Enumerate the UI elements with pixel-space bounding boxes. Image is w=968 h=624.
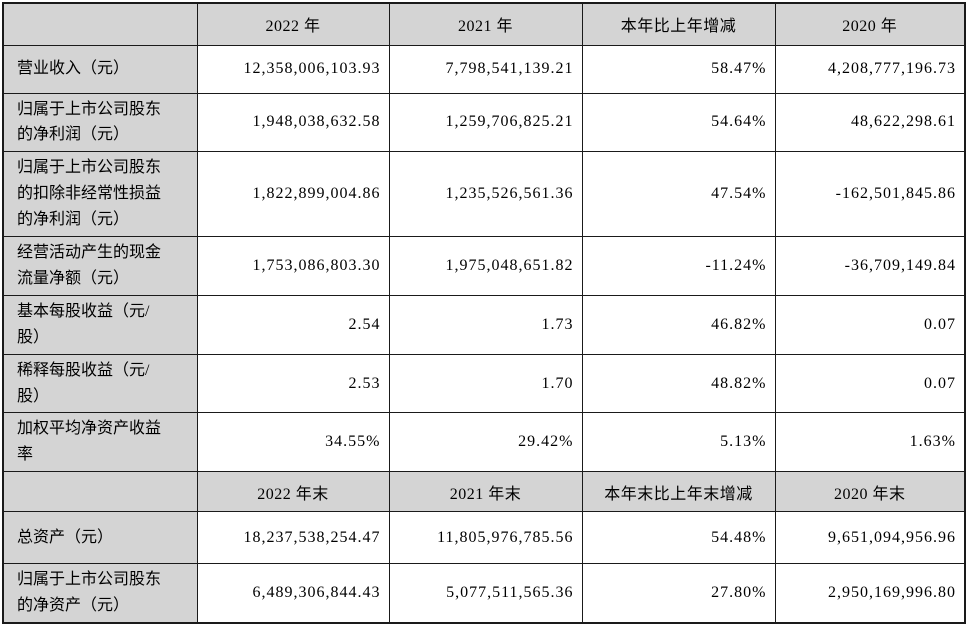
value-2022: 34.55%	[196, 412, 390, 473]
table-row-basic-eps: 基本每股收益（元/股） 2.54 1.73 46.82% 0.07	[2, 294, 966, 355]
header-row-annual: 2022 年 2021 年 本年比上年增减 2020 年	[2, 2, 966, 46]
value-2020: 9,651,094,956.96	[774, 511, 966, 565]
value-2021: 1,259,706,825.21	[388, 92, 583, 153]
value-2020: -162,501,845.86	[774, 151, 966, 238]
value-2022: 2.54	[196, 294, 390, 355]
col-header-yoy-change: 本年比上年增减	[581, 2, 776, 46]
table-row-diluted-eps: 稀释每股收益（元/股） 2.53 1.70 48.82% 0.07	[2, 353, 966, 414]
row-label: 经营活动产生的现金流量净额（元）	[2, 236, 198, 296]
row-label: 稀释每股收益（元/股）	[2, 353, 198, 414]
row-label: 归属于上市公司股东的净资产（元）	[2, 563, 198, 624]
value-change: 5.13%	[581, 412, 776, 473]
table-row-revenue: 营业收入（元） 12,358,006,103.93 7,798,541,139.…	[2, 44, 966, 94]
value-2022: 12,358,006,103.93	[196, 44, 390, 94]
value-2022: 1,822,899,004.86	[196, 151, 390, 238]
row-label: 归属于上市公司股东的扣除非经常性损益的净利润（元）	[2, 151, 198, 238]
value-2020: 4,208,777,196.73	[774, 44, 966, 94]
value-change: 54.64%	[581, 92, 776, 153]
value-2021: 1,975,048,651.82	[388, 236, 583, 296]
col-header-2021: 2021 年	[388, 2, 583, 46]
value-2022: 1,948,038,632.58	[196, 92, 390, 153]
value-2020: 2,950,169,996.80	[774, 563, 966, 624]
table-row-net-profit-deducted: 归属于上市公司股东的扣除非经常性损益的净利润（元） 1,822,899,004.…	[2, 151, 966, 238]
value-change: 27.80%	[581, 563, 776, 624]
table-row-weighted-roe: 加权平均净资产收益率 34.55% 29.42% 5.13% 1.63%	[2, 412, 966, 473]
value-change: -11.24%	[581, 236, 776, 296]
value-change: 58.47%	[581, 44, 776, 94]
value-2020: -36,709,149.84	[774, 236, 966, 296]
value-2021: 1.70	[388, 353, 583, 414]
value-2021: 7,798,541,139.21	[388, 44, 583, 94]
value-2022: 18,237,538,254.47	[196, 511, 390, 565]
row-label: 基本每股收益（元/股）	[2, 294, 198, 355]
value-2020: 1.63%	[774, 412, 966, 473]
value-change: 46.82%	[581, 294, 776, 355]
table-row-total-assets: 总资产（元） 18,237,538,254.47 11,805,976,785.…	[2, 511, 966, 565]
value-change: 54.48%	[581, 511, 776, 565]
col-header-2022: 2022 年	[196, 2, 390, 46]
row-label: 总资产（元）	[2, 511, 198, 565]
table-row-net-profit: 归属于上市公司股东的净利润（元） 1,948,038,632.58 1,259,…	[2, 92, 966, 153]
value-2022: 1,753,086,803.30	[196, 236, 390, 296]
value-2021: 1,235,526,561.36	[388, 151, 583, 238]
table-row-operating-cash-flow: 经营活动产生的现金流量净额（元） 1,753,086,803.30 1,975,…	[2, 236, 966, 296]
col-header-2021-end: 2021 年末	[388, 471, 583, 513]
value-2020: 0.07	[774, 294, 966, 355]
col-header-year-end-change: 本年末比上年末增减	[581, 471, 776, 513]
value-2021: 11,805,976,785.56	[388, 511, 583, 565]
value-2021: 5,077,511,565.36	[388, 563, 583, 624]
col-header-2020-end: 2020 年末	[774, 471, 966, 513]
col-header-2022-end: 2022 年末	[196, 471, 390, 513]
corner-cell	[2, 2, 198, 46]
value-2020: 48,622,298.61	[774, 92, 966, 153]
table-row-net-assets: 归属于上市公司股东的净资产（元） 6,489,306,844.43 5,077,…	[2, 563, 966, 624]
col-header-2020: 2020 年	[774, 2, 966, 46]
value-2022: 6,489,306,844.43	[196, 563, 390, 624]
value-2022: 2.53	[196, 353, 390, 414]
value-2021: 29.42%	[388, 412, 583, 473]
header-row-year-end: 2022 年末 2021 年末 本年末比上年末增减 2020 年末	[2, 471, 966, 513]
value-change: 48.82%	[581, 353, 776, 414]
value-2021: 1.73	[388, 294, 583, 355]
value-change: 47.54%	[581, 151, 776, 238]
value-2020: 0.07	[774, 353, 966, 414]
corner-cell	[2, 471, 198, 513]
row-label: 加权平均净资产收益率	[2, 412, 198, 473]
row-label: 营业收入（元）	[2, 44, 198, 94]
row-label: 归属于上市公司股东的净利润（元）	[2, 92, 198, 153]
